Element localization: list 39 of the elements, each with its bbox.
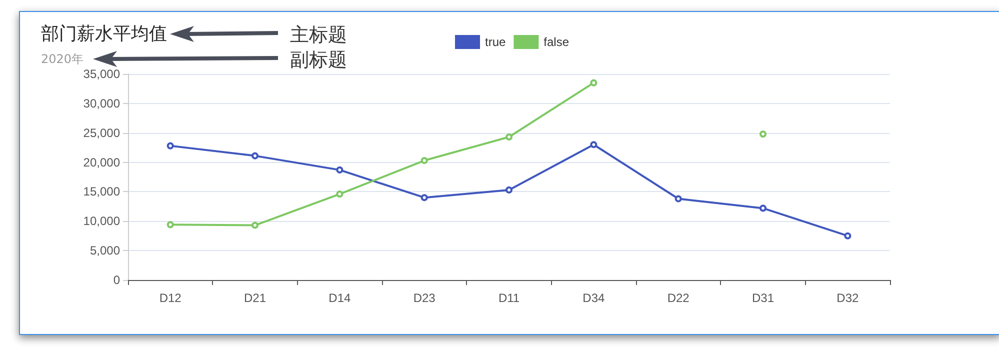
x-tick-label: D22 bbox=[667, 291, 690, 305]
point bbox=[336, 166, 344, 174]
chart-title: 部门薪水平均值 bbox=[41, 24, 167, 44]
x-tick-label: D21 bbox=[244, 291, 266, 305]
point bbox=[336, 190, 344, 198]
point bbox=[844, 232, 852, 240]
chart-subtitle: 2020年 bbox=[41, 52, 84, 66]
x-tick-label: D32 bbox=[836, 291, 859, 305]
y-tick-label: 30,000 bbox=[83, 96, 120, 110]
x-tick-label: D12 bbox=[159, 291, 182, 305]
point bbox=[506, 133, 512, 140]
y-tick-label: 25,000 bbox=[83, 126, 120, 140]
y-tick-label: 35,000 bbox=[83, 67, 120, 81]
point bbox=[760, 204, 766, 212]
y-tick-label: 20,000 bbox=[83, 155, 120, 170]
x-tick-label: D14 bbox=[328, 291, 351, 305]
point bbox=[674, 195, 682, 202]
point bbox=[506, 186, 512, 194]
y-tick-label: 15,000 bbox=[83, 184, 120, 199]
y-tick-label: 10,000 bbox=[83, 214, 120, 228]
x-tick-label: D11 bbox=[498, 291, 520, 305]
point bbox=[590, 79, 598, 86]
x-tick-label: D31 bbox=[752, 291, 774, 305]
point bbox=[760, 130, 766, 138]
point bbox=[166, 142, 174, 150]
text: 主标题 bbox=[290, 23, 347, 48]
x-tick-label: D34 bbox=[582, 291, 605, 305]
point bbox=[420, 194, 428, 202]
point bbox=[252, 222, 258, 229]
point bbox=[420, 157, 428, 164]
y-tick-label: 5,000 bbox=[90, 244, 120, 258]
point bbox=[166, 221, 174, 228]
point bbox=[590, 141, 598, 148]
x-tick-label: D23 bbox=[413, 291, 436, 305]
point bbox=[252, 152, 258, 160]
legend-label: true bbox=[485, 35, 506, 49]
legend-label: false bbox=[544, 35, 570, 49]
text: 副标题 bbox=[290, 48, 347, 73]
y-tick-label: 0 bbox=[113, 273, 120, 287]
